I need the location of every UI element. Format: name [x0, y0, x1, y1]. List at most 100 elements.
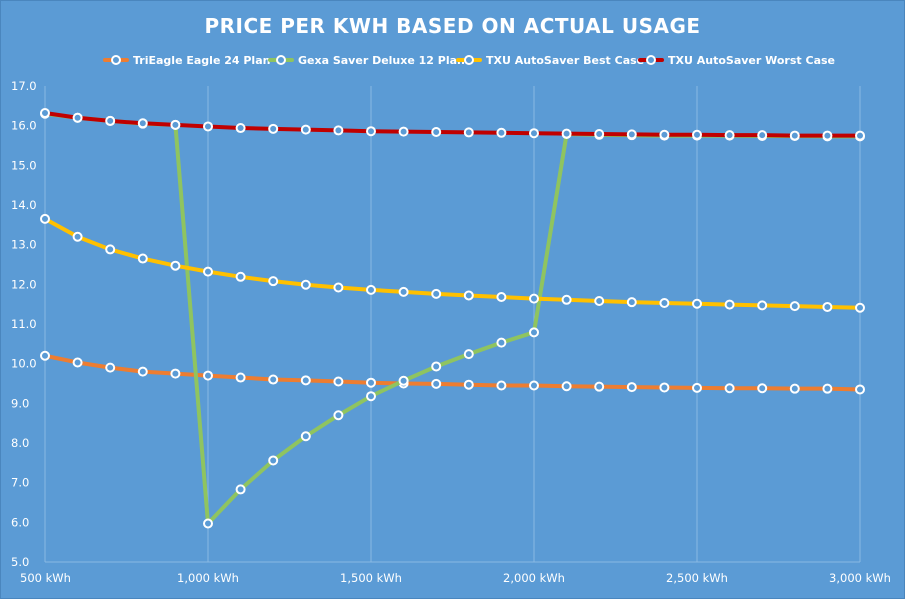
- series-0: [40, 350, 865, 395]
- data-point: [268, 374, 279, 385]
- y-tick-label: 11.0: [11, 317, 37, 331]
- y-tick-label: 13.0: [11, 238, 37, 252]
- data-point: [757, 383, 768, 394]
- data-point: [529, 380, 539, 391]
- x-tick-label: 1,500 kWh: [340, 571, 402, 585]
- data-point: [561, 294, 572, 305]
- data-point: [431, 361, 442, 372]
- data-point: [626, 129, 637, 140]
- data-point: [366, 126, 376, 137]
- data-point: [203, 266, 213, 277]
- data-point: [855, 130, 865, 141]
- data-point: [170, 119, 181, 130]
- data-point: [757, 130, 768, 141]
- data-point: [561, 128, 572, 139]
- data-point: [300, 279, 311, 290]
- chart-title: PRICE PER KWH BASED ON ACTUAL USAGE: [204, 14, 701, 38]
- data-point: [398, 126, 409, 137]
- x-tick-label: 3,000 kWh: [829, 571, 891, 585]
- data-point: [333, 125, 344, 136]
- data-point: [529, 327, 539, 338]
- data-point: [692, 298, 702, 309]
- data-point: [366, 284, 376, 295]
- series-1: [40, 108, 865, 529]
- y-tick-label: 17.0: [11, 79, 37, 93]
- data-point: [40, 213, 50, 224]
- data-point: [626, 382, 637, 393]
- data-point: [235, 123, 246, 134]
- legend-item-trieagle: TriEagle Eagle 24 Plan: [103, 51, 270, 69]
- series-line: [43, 353, 862, 392]
- data-point: [463, 349, 474, 360]
- data-point: [333, 410, 344, 421]
- data-point: [496, 292, 507, 303]
- data-point: [333, 376, 344, 387]
- data-point: [496, 380, 507, 391]
- data-point: [822, 130, 833, 141]
- data-point: [105, 362, 116, 373]
- data-point: [398, 286, 409, 297]
- data-point: [594, 128, 605, 139]
- data-point: [170, 368, 181, 379]
- data-point: [463, 379, 474, 390]
- data-point: [594, 295, 605, 306]
- data-point: [72, 357, 83, 368]
- y-tick-label: 6.0: [11, 515, 29, 529]
- legend-swatch-txu-worst: [638, 51, 664, 69]
- data-point: [855, 384, 865, 395]
- legend-swatch-gexa: [268, 51, 294, 69]
- data-point: [137, 118, 148, 129]
- data-point: [659, 129, 670, 140]
- legend-label-gexa: Gexa Saver Deluxe 12 Plan: [298, 53, 465, 67]
- data-point: [137, 253, 148, 264]
- data-point: [366, 391, 376, 402]
- data-point: [203, 370, 213, 381]
- y-tick-label: 12.0: [11, 277, 37, 291]
- data-point: [40, 350, 50, 361]
- data-point: [626, 297, 637, 308]
- data-point: [855, 302, 865, 313]
- y-tick-label: 16.0: [11, 119, 37, 133]
- data-point: [300, 124, 311, 135]
- data-point: [529, 128, 539, 139]
- y-tick-label: 7.0: [11, 476, 29, 490]
- data-point: [561, 381, 572, 392]
- series-3: [40, 107, 865, 141]
- data-point: [789, 301, 800, 312]
- series-line: [43, 110, 862, 138]
- data-point: [137, 366, 148, 377]
- data-point: [463, 290, 474, 301]
- legend-label-trieagle: TriEagle Eagle 24 Plan: [133, 53, 271, 67]
- data-point: [822, 383, 833, 394]
- data-point: [72, 112, 83, 123]
- series-line: [43, 216, 862, 310]
- legend: TriEagle Eagle 24 Plan Gexa Saver Deluxe…: [0, 51, 905, 69]
- y-tick-label: 9.0: [11, 396, 29, 410]
- legend-label-txu-best: TXU AutoSaver Best Case: [486, 53, 645, 67]
- data-point: [431, 378, 442, 389]
- data-point: [529, 293, 539, 304]
- data-point: [789, 130, 800, 141]
- data-point: [268, 276, 279, 287]
- data-point: [268, 455, 279, 466]
- legend-label-txu-worst: TXU AutoSaver Worst Case: [668, 53, 835, 67]
- y-tick-label: 10.0: [11, 357, 37, 371]
- axis-labels: 5.0 6.0 7.0 8.0 9.0 10.0 11.0 12.0 13.0 14.0 15.0 1…: [11, 79, 891, 585]
- series-line: [43, 111, 862, 526]
- data-point: [203, 121, 213, 132]
- data-point: [431, 288, 442, 299]
- data-point: [692, 382, 702, 393]
- legend-swatch-txu-best: [456, 51, 482, 69]
- gridlines: [44, 86, 861, 563]
- data-point: [431, 127, 442, 138]
- legend-item-txu-best: TXU AutoSaver Best Case: [456, 51, 644, 69]
- x-tick-label: 1,000 kWh: [177, 571, 239, 585]
- legend-item-txu-worst: TXU AutoSaver Worst Case: [638, 51, 835, 69]
- data-point: [398, 375, 409, 386]
- series-2: [40, 213, 865, 313]
- x-tick-label: 2,500 kWh: [666, 571, 728, 585]
- data-point: [659, 382, 670, 393]
- data-point: [594, 381, 605, 392]
- data-point: [235, 372, 246, 383]
